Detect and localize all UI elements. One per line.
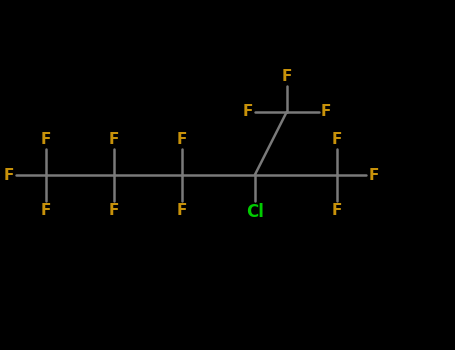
Text: F: F [177,203,187,218]
Text: F: F [332,132,342,147]
Text: F: F [109,203,119,218]
Text: F: F [40,132,51,147]
Text: F: F [369,168,379,182]
Text: Cl: Cl [246,203,264,221]
Text: F: F [321,105,331,119]
Text: F: F [40,203,51,218]
Text: F: F [282,69,292,84]
Text: F: F [242,105,253,119]
Text: F: F [332,203,342,218]
Text: F: F [3,168,14,182]
Text: F: F [109,132,119,147]
Text: F: F [177,132,187,147]
